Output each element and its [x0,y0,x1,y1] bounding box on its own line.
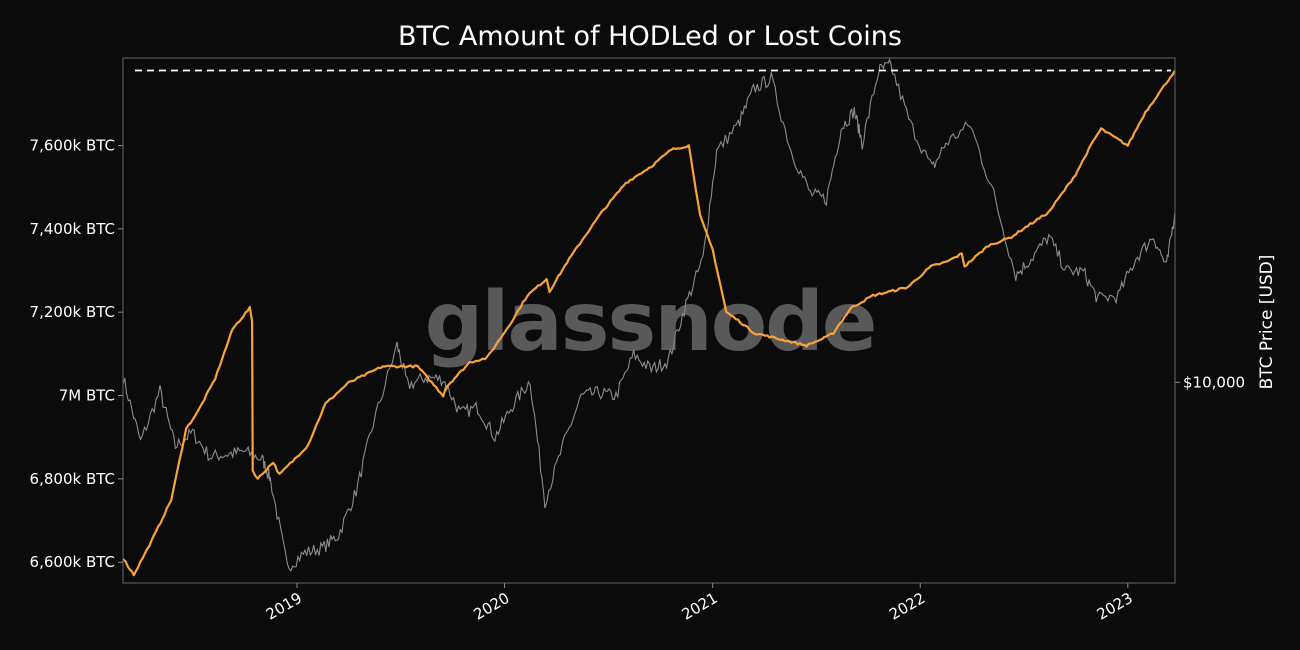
left-tick-label: 7,200k BTC [30,303,115,321]
left-tick-label: 7M BTC [59,387,115,405]
btc-price-line [122,57,1176,572]
chart-title: BTC Amount of HODLed or Lost Coins [398,21,902,52]
hodl-amount-line [122,69,1176,577]
left-tick-label: 7,600k BTC [30,137,115,155]
left-tick-label: 6,600k BTC [30,553,115,571]
left-tick-label: 7,400k BTC [30,220,115,238]
plot-frame [122,57,1176,584]
right-axis-label: BTC Price [USD] [1257,255,1277,390]
plot-area [122,57,1176,577]
right-tick-label: $10,000 [1183,373,1245,391]
glassnode-watermark: glassnode [425,275,876,370]
left-tick-label: 6,800k BTC [30,470,115,488]
